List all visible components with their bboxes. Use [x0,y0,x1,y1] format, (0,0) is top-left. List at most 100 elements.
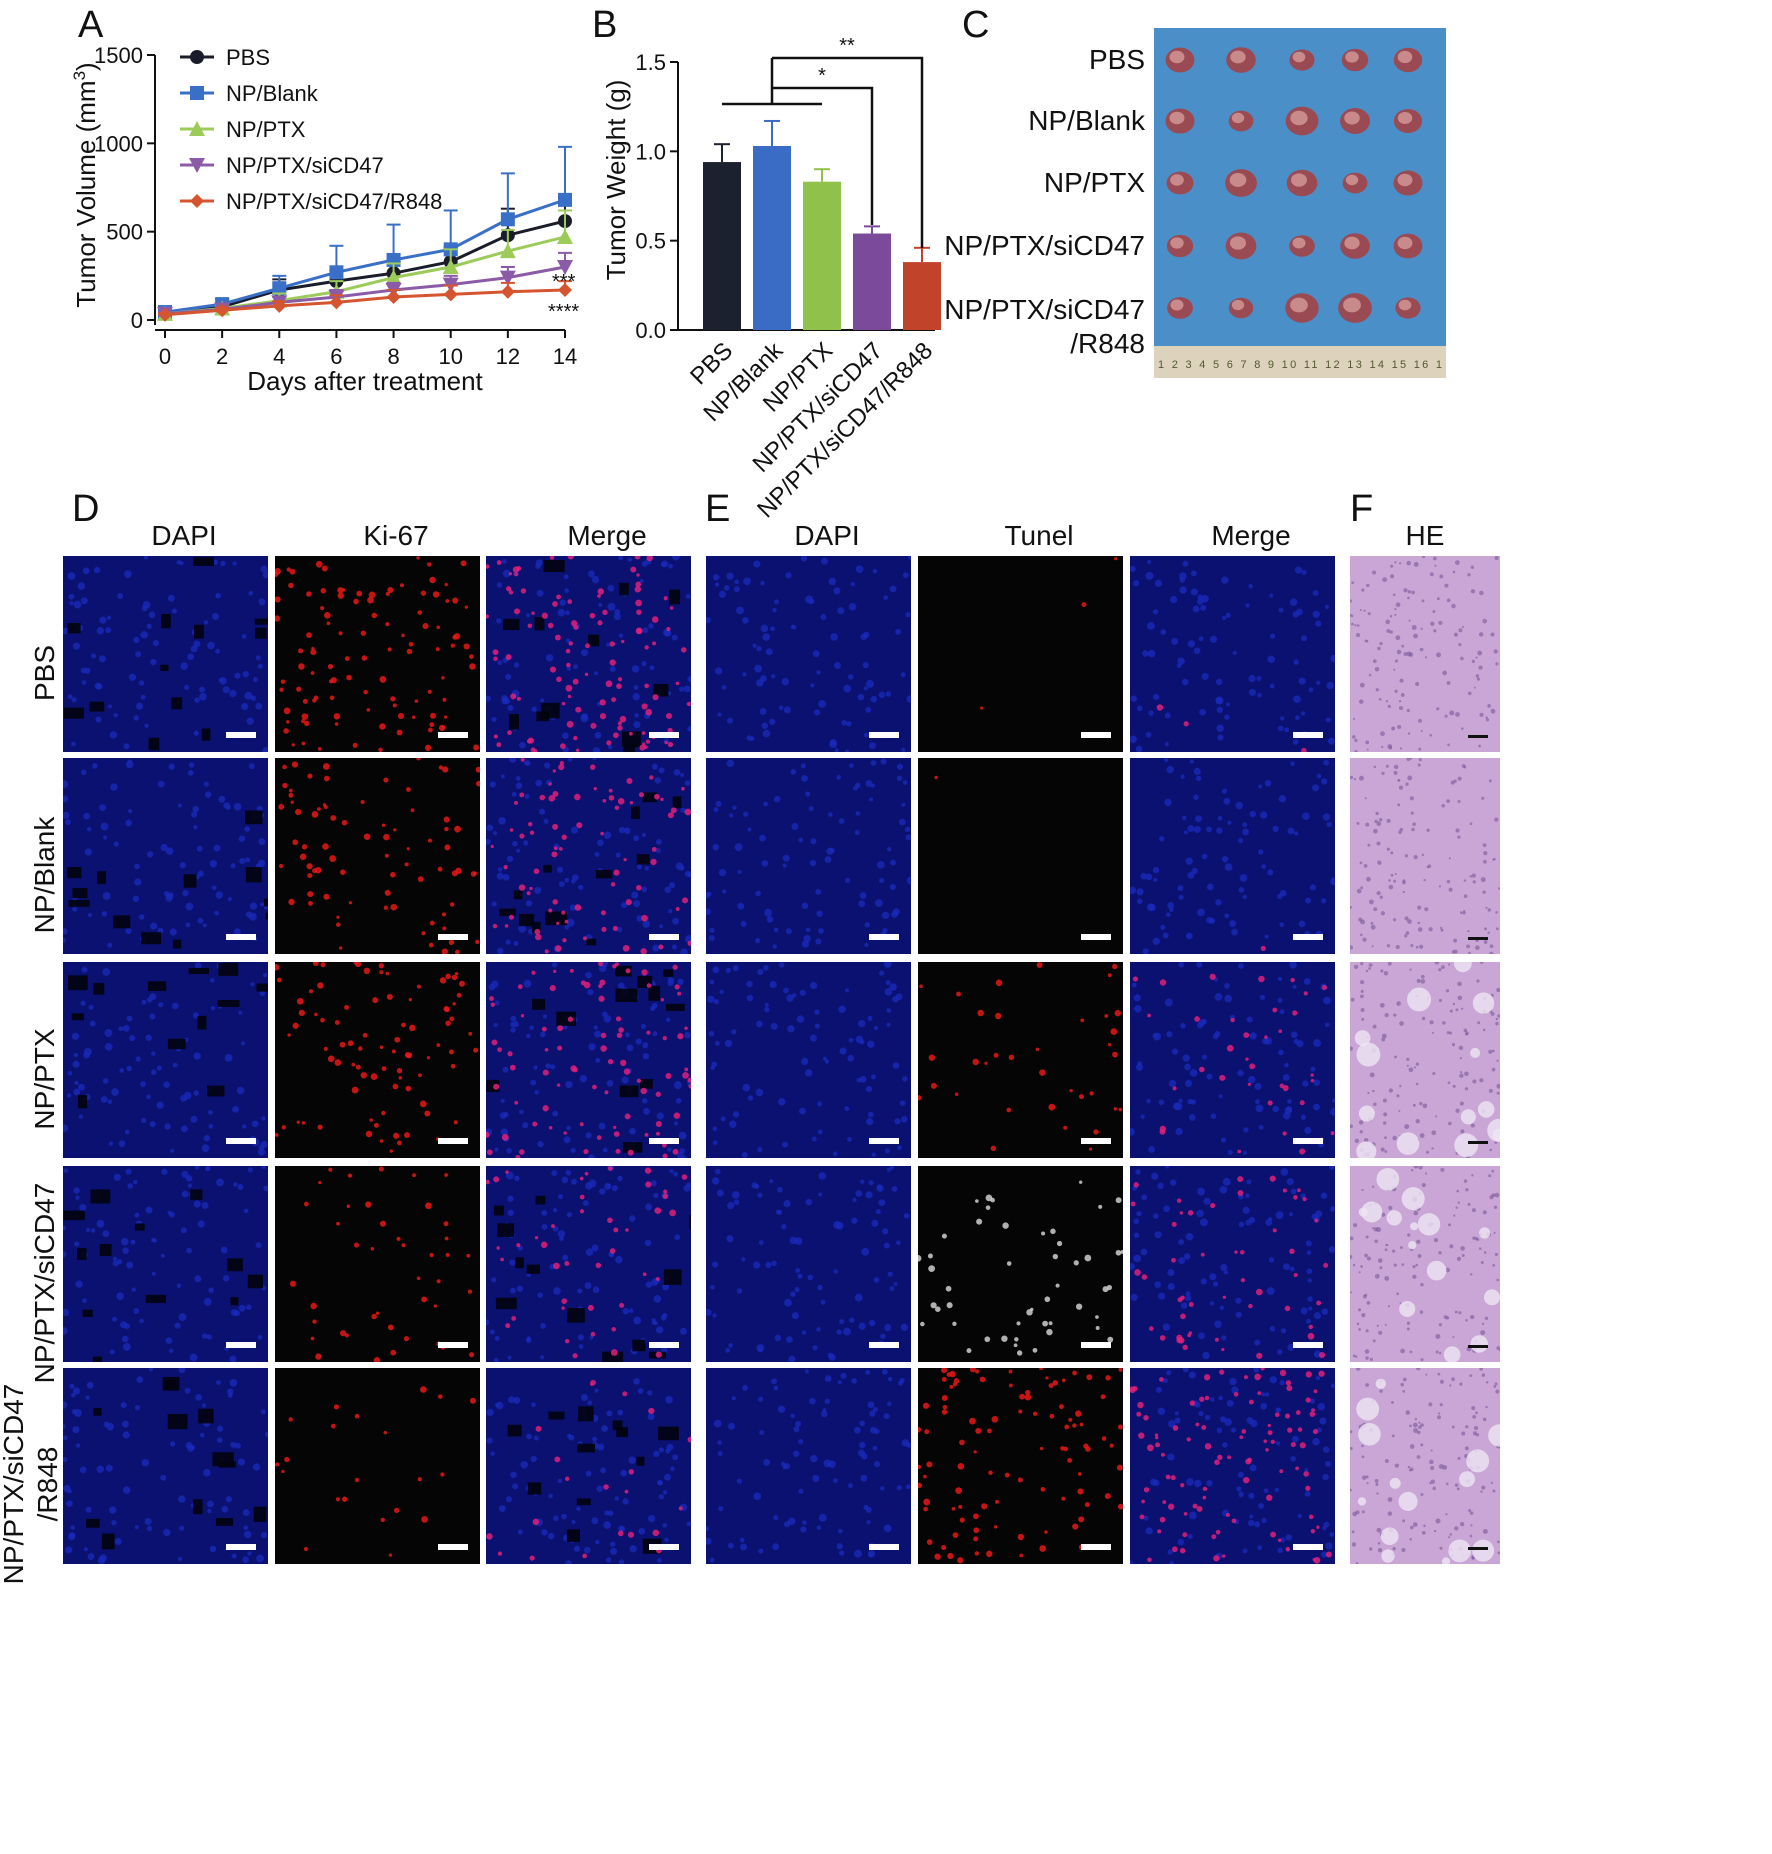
nucleus [882,1228,889,1235]
nucleus [597,1443,605,1451]
he-nucleus [1436,597,1440,601]
positive-cell [527,737,535,744]
positive-cell [923,1498,931,1506]
nucleus [257,1148,266,1156]
nucleus [865,1085,873,1093]
he-nucleus [1350,905,1352,909]
nucleus [895,993,903,1001]
he-nucleus [1428,1402,1433,1407]
nucleus [113,841,119,847]
nucleus [513,940,519,947]
nucleus [778,1098,786,1106]
significance-label: * [818,65,826,87]
nucleus [839,1319,845,1325]
void [515,1257,524,1269]
nucleus [783,1298,792,1307]
positive-cell [412,1173,417,1178]
positive-cell [420,590,427,596]
nucleus [747,1095,754,1101]
nucleus [86,826,92,832]
he-nucleus [1367,612,1371,616]
he-nucleus [1390,564,1394,568]
positive-cell [1213,1555,1220,1562]
he-nucleus [1484,927,1488,931]
nucleus [891,1186,898,1192]
he-nucleus [1479,712,1484,717]
nucleus [522,1122,529,1129]
positive-cell [945,1285,952,1292]
he-nucleus [1476,677,1481,681]
nucleus [197,1220,205,1228]
positive-cell [984,1061,988,1065]
nucleus [1222,1442,1228,1448]
he-nucleus [1360,1265,1363,1268]
positive-cell [1266,1494,1273,1501]
nucleus [778,705,784,711]
nucleus [562,1254,569,1261]
positive-cell [363,967,371,975]
he-clear-area [1470,1335,1488,1353]
positive-cell [926,1461,933,1468]
nucleus [837,1528,843,1534]
nucleus [120,1237,129,1246]
scale-bar [438,1342,468,1348]
he-nucleus [1413,562,1419,567]
scale-bar [1081,732,1111,738]
nucleus [722,889,727,894]
positive-cell [539,794,546,801]
void [526,1264,540,1274]
nucleus [1302,1080,1309,1087]
nucleus [1163,758,1169,763]
he-nucleus [1472,880,1476,884]
he-nucleus [1354,738,1358,742]
positive-cell [393,1132,400,1139]
nucleus [83,1047,92,1056]
nucleus [1312,589,1319,597]
positive-cell [1077,1488,1084,1495]
he-nucleus [1448,1536,1451,1539]
nucleus [905,612,911,618]
he-nucleus [1384,1150,1388,1153]
positive-cell [1141,1499,1145,1504]
positive-cell [1260,945,1266,951]
nucleus [525,900,533,907]
positive-cell [941,1368,948,1374]
positive-cell [949,1384,954,1389]
positive-cell [501,1133,509,1141]
he-nucleus [1440,928,1444,932]
image-background [918,1166,1123,1362]
void [63,1210,85,1221]
void [161,614,171,629]
positive-cell [654,1207,662,1214]
nucleus [102,1230,110,1238]
he-nucleus [1415,945,1419,949]
nucleus [75,1280,83,1288]
positive-cell [934,1553,941,1560]
he-nucleus [1361,1510,1365,1514]
positive-cell [1312,1557,1317,1562]
nucleus [587,570,595,578]
positive-cell [278,803,285,810]
nucleus [212,613,219,620]
nucleus [1165,1166,1170,1169]
positive-cell [1105,1375,1111,1381]
he-nucleus [1391,1434,1395,1438]
he-nucleus [1459,1073,1464,1078]
nucleus [746,735,752,741]
he-nucleus [1378,1330,1383,1335]
nucleus [203,620,209,625]
nucleus [530,1455,537,1463]
void [93,1407,102,1416]
nucleus [814,709,821,716]
he-nucleus [1475,656,1478,659]
he-nucleus [1404,934,1408,938]
positive-cell [307,891,314,898]
row-label: PBS [29,644,60,702]
nucleus [1254,1082,1262,1091]
nucleus [742,811,749,817]
nucleus [243,1525,249,1531]
he-nucleus [1430,1479,1436,1484]
nucleus [636,864,643,870]
micrograph [63,1166,268,1362]
he-nucleus [1482,843,1487,847]
